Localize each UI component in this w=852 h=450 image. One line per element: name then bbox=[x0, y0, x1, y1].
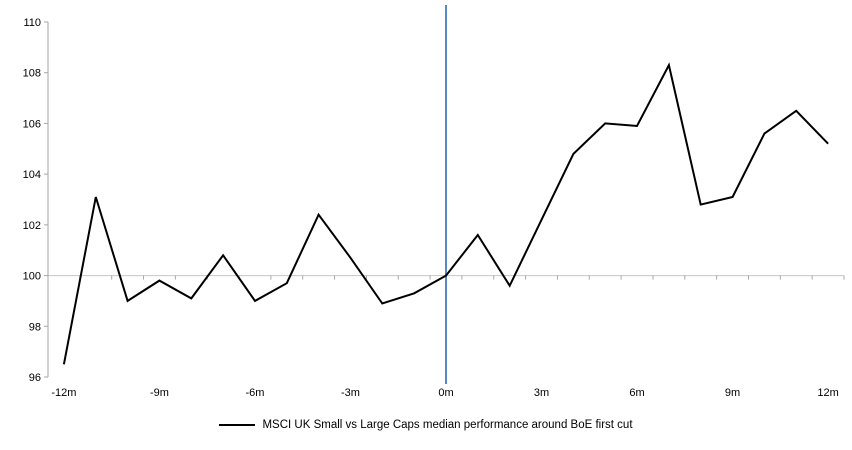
legend-line-swatch bbox=[219, 424, 256, 426]
x-tick-label: -3m bbox=[341, 387, 360, 399]
legend: MSCI UK Small vs Large Caps median perfo… bbox=[0, 412, 852, 438]
series-line bbox=[62, 62, 829, 365]
x-tick-label: -12m bbox=[51, 387, 76, 399]
y-tick-label: 104 bbox=[23, 169, 41, 181]
legend-series-label: MSCI UK Small vs Large Caps median perfo… bbox=[262, 419, 633, 431]
x-tick-label: 3m bbox=[534, 387, 549, 399]
x-tick-label: 6m bbox=[629, 387, 644, 399]
line-chart-canvas: 96 98 100 102 104 106 108 110 -12m -9m -6m -3m 0m 3m 6… bbox=[23, 5, 845, 399]
y-tick-label: 96 bbox=[29, 372, 41, 384]
y-tick-label: 108 bbox=[23, 68, 41, 80]
y-tick-label: 106 bbox=[23, 118, 41, 130]
x-tick-label: 12m bbox=[817, 387, 838, 399]
x-tick-label: 0m bbox=[438, 387, 453, 399]
y-tick-label: 98 bbox=[29, 321, 41, 333]
y-tick-label: 102 bbox=[23, 220, 41, 232]
x-tick-label: 9m bbox=[725, 387, 740, 399]
y-tick-label: 110 bbox=[23, 17, 41, 29]
x-tick-label: -9m bbox=[150, 387, 169, 399]
x-tick-label: -6m bbox=[245, 387, 264, 399]
y-tick-label: 100 bbox=[23, 271, 41, 283]
